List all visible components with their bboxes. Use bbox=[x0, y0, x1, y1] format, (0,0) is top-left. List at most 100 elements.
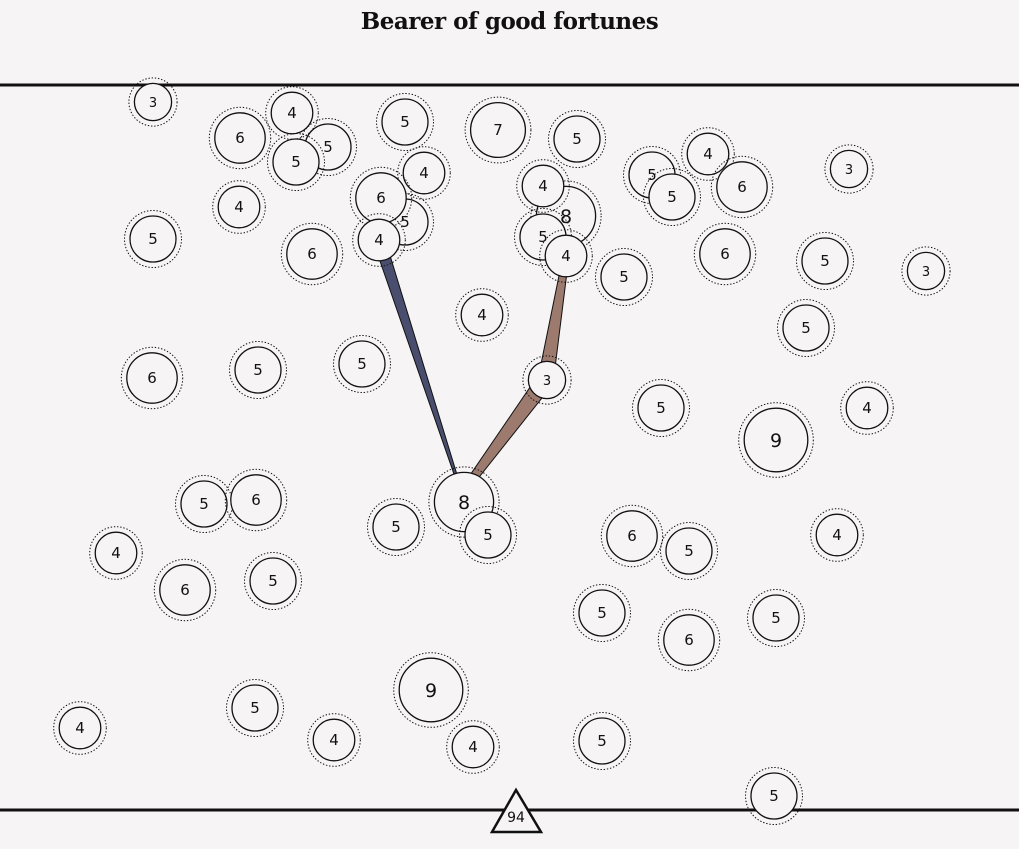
bubble-ring[interactable] bbox=[398, 657, 464, 723]
bubble-ring[interactable] bbox=[637, 384, 685, 432]
bubble[interactable]: 4 bbox=[516, 159, 570, 213]
bubble-ring[interactable] bbox=[906, 251, 946, 291]
bubble[interactable]: 4 bbox=[840, 381, 894, 435]
bubble-ring[interactable] bbox=[469, 101, 527, 159]
bubble-ring[interactable] bbox=[129, 215, 177, 263]
bubble[interactable]: 5 bbox=[745, 767, 803, 825]
bubble-ring[interactable] bbox=[133, 82, 173, 122]
bubble[interactable]: 5 bbox=[226, 679, 284, 737]
bubble-ring[interactable] bbox=[648, 173, 696, 221]
bubble-ring[interactable] bbox=[553, 115, 601, 163]
bubble-ring[interactable] bbox=[338, 340, 386, 388]
bubble-ring[interactable] bbox=[58, 706, 102, 750]
triangle-icon[interactable] bbox=[489, 787, 544, 834]
bubble-ring[interactable] bbox=[234, 346, 282, 394]
bubble-ring[interactable] bbox=[372, 503, 420, 551]
bubble[interactable]: 5 bbox=[124, 210, 182, 268]
bubble-ring[interactable] bbox=[460, 293, 504, 337]
bubble-ring[interactable] bbox=[782, 304, 830, 352]
bubble[interactable]: 4 bbox=[212, 180, 266, 234]
bubble[interactable]: 5 bbox=[660, 522, 718, 580]
bubble-ring[interactable] bbox=[600, 253, 648, 301]
bubble-ring[interactable] bbox=[231, 684, 279, 732]
bubble[interactable]: 6 bbox=[153, 558, 217, 622]
bubble[interactable]: 6 bbox=[693, 222, 757, 286]
bubble[interactable]: 6 bbox=[600, 504, 664, 568]
bubble[interactable]: 5 bbox=[376, 93, 434, 151]
bubble-ring[interactable] bbox=[815, 513, 859, 557]
bubble-ring[interactable] bbox=[829, 149, 869, 189]
bubble-ring[interactable] bbox=[249, 557, 297, 605]
bubble-ring[interactable] bbox=[699, 228, 751, 280]
bubble[interactable]: 3 bbox=[901, 246, 951, 296]
bubble-ring[interactable] bbox=[402, 151, 446, 195]
bubble-ring[interactable] bbox=[464, 511, 512, 559]
bubble-ring[interactable] bbox=[743, 407, 809, 473]
bubble-ring[interactable] bbox=[214, 112, 266, 164]
bubble-ring[interactable] bbox=[357, 218, 401, 262]
bubble-ring[interactable] bbox=[750, 772, 798, 820]
shooter[interactable]: 94 bbox=[489, 787, 544, 834]
bubble[interactable]: 9 bbox=[393, 652, 469, 728]
bubble-ring[interactable] bbox=[716, 161, 768, 213]
bubble-ring[interactable] bbox=[578, 589, 626, 637]
bubble[interactable]: 5 bbox=[643, 168, 701, 226]
bubble[interactable]: 4 bbox=[681, 127, 735, 181]
bubble[interactable]: 4 bbox=[89, 526, 143, 580]
bubble[interactable]: 3 bbox=[824, 144, 874, 194]
bubble[interactable]: 5 bbox=[573, 584, 631, 642]
bubble[interactable]: 5 bbox=[333, 335, 391, 393]
bubble[interactable]: 6 bbox=[120, 346, 184, 410]
bubble[interactable]: 6 bbox=[224, 468, 288, 532]
bubble[interactable]: 4 bbox=[446, 720, 500, 774]
bubble[interactable]: 4 bbox=[265, 86, 319, 140]
bubble[interactable]: 4 bbox=[539, 229, 593, 283]
bubble-ring[interactable] bbox=[180, 480, 228, 528]
bubble-ring[interactable] bbox=[544, 234, 588, 278]
bubble[interactable]: 4 bbox=[352, 213, 406, 267]
bubble-ring[interactable] bbox=[686, 132, 730, 176]
bubble-ring[interactable] bbox=[521, 164, 565, 208]
bubble-ring[interactable] bbox=[230, 474, 282, 526]
bubble-ring[interactable] bbox=[752, 594, 800, 642]
bubble-ring[interactable] bbox=[217, 185, 261, 229]
bubble-ring[interactable] bbox=[381, 98, 429, 146]
bubble-ring[interactable] bbox=[94, 531, 138, 575]
bubble[interactable]: 6 bbox=[710, 155, 774, 219]
bubble-ring[interactable] bbox=[286, 228, 338, 280]
bubble[interactable]: 5 bbox=[267, 133, 325, 191]
bubble[interactable]: 5 bbox=[244, 552, 302, 610]
bubble-ring[interactable] bbox=[312, 718, 356, 762]
bubble[interactable]: 7 bbox=[464, 96, 532, 164]
bubble[interactable]: 5 bbox=[573, 712, 631, 770]
bubble[interactable]: 5 bbox=[548, 110, 606, 168]
bubble-ring[interactable] bbox=[451, 725, 495, 769]
bubble[interactable]: 6 bbox=[657, 608, 721, 672]
bubble[interactable]: 5 bbox=[367, 498, 425, 556]
bubble-ring[interactable] bbox=[270, 91, 314, 135]
bubble-ring[interactable] bbox=[159, 564, 211, 616]
bubble[interactable]: 6 bbox=[208, 106, 272, 170]
bubble-ring[interactable] bbox=[527, 360, 567, 400]
bubble[interactable]: 5 bbox=[747, 589, 805, 647]
bubble[interactable]: 4 bbox=[307, 713, 361, 767]
bubble[interactable]: 5 bbox=[796, 232, 854, 290]
bubble-ring[interactable] bbox=[126, 352, 178, 404]
bubble-ring[interactable] bbox=[801, 237, 849, 285]
bubble-ring[interactable] bbox=[663, 614, 715, 666]
bubble[interactable]: 6 bbox=[280, 222, 344, 286]
bubble-ring[interactable] bbox=[845, 386, 889, 430]
bubble[interactable]: 3 bbox=[522, 355, 572, 405]
bubble[interactable]: 4 bbox=[455, 288, 509, 342]
bubble-ring[interactable] bbox=[606, 510, 658, 562]
bubble[interactable]: 3 bbox=[128, 77, 178, 127]
bubble[interactable]: 5 bbox=[459, 506, 517, 564]
bubble[interactable]: 4 bbox=[397, 146, 451, 200]
bubble-ring[interactable] bbox=[665, 527, 713, 575]
bubble[interactable]: 9 bbox=[738, 402, 814, 478]
bubble-ring[interactable] bbox=[578, 717, 626, 765]
bubble[interactable]: 4 bbox=[53, 701, 107, 755]
bubble-ring[interactable] bbox=[272, 138, 320, 186]
bubble[interactable]: 5 bbox=[229, 341, 287, 399]
